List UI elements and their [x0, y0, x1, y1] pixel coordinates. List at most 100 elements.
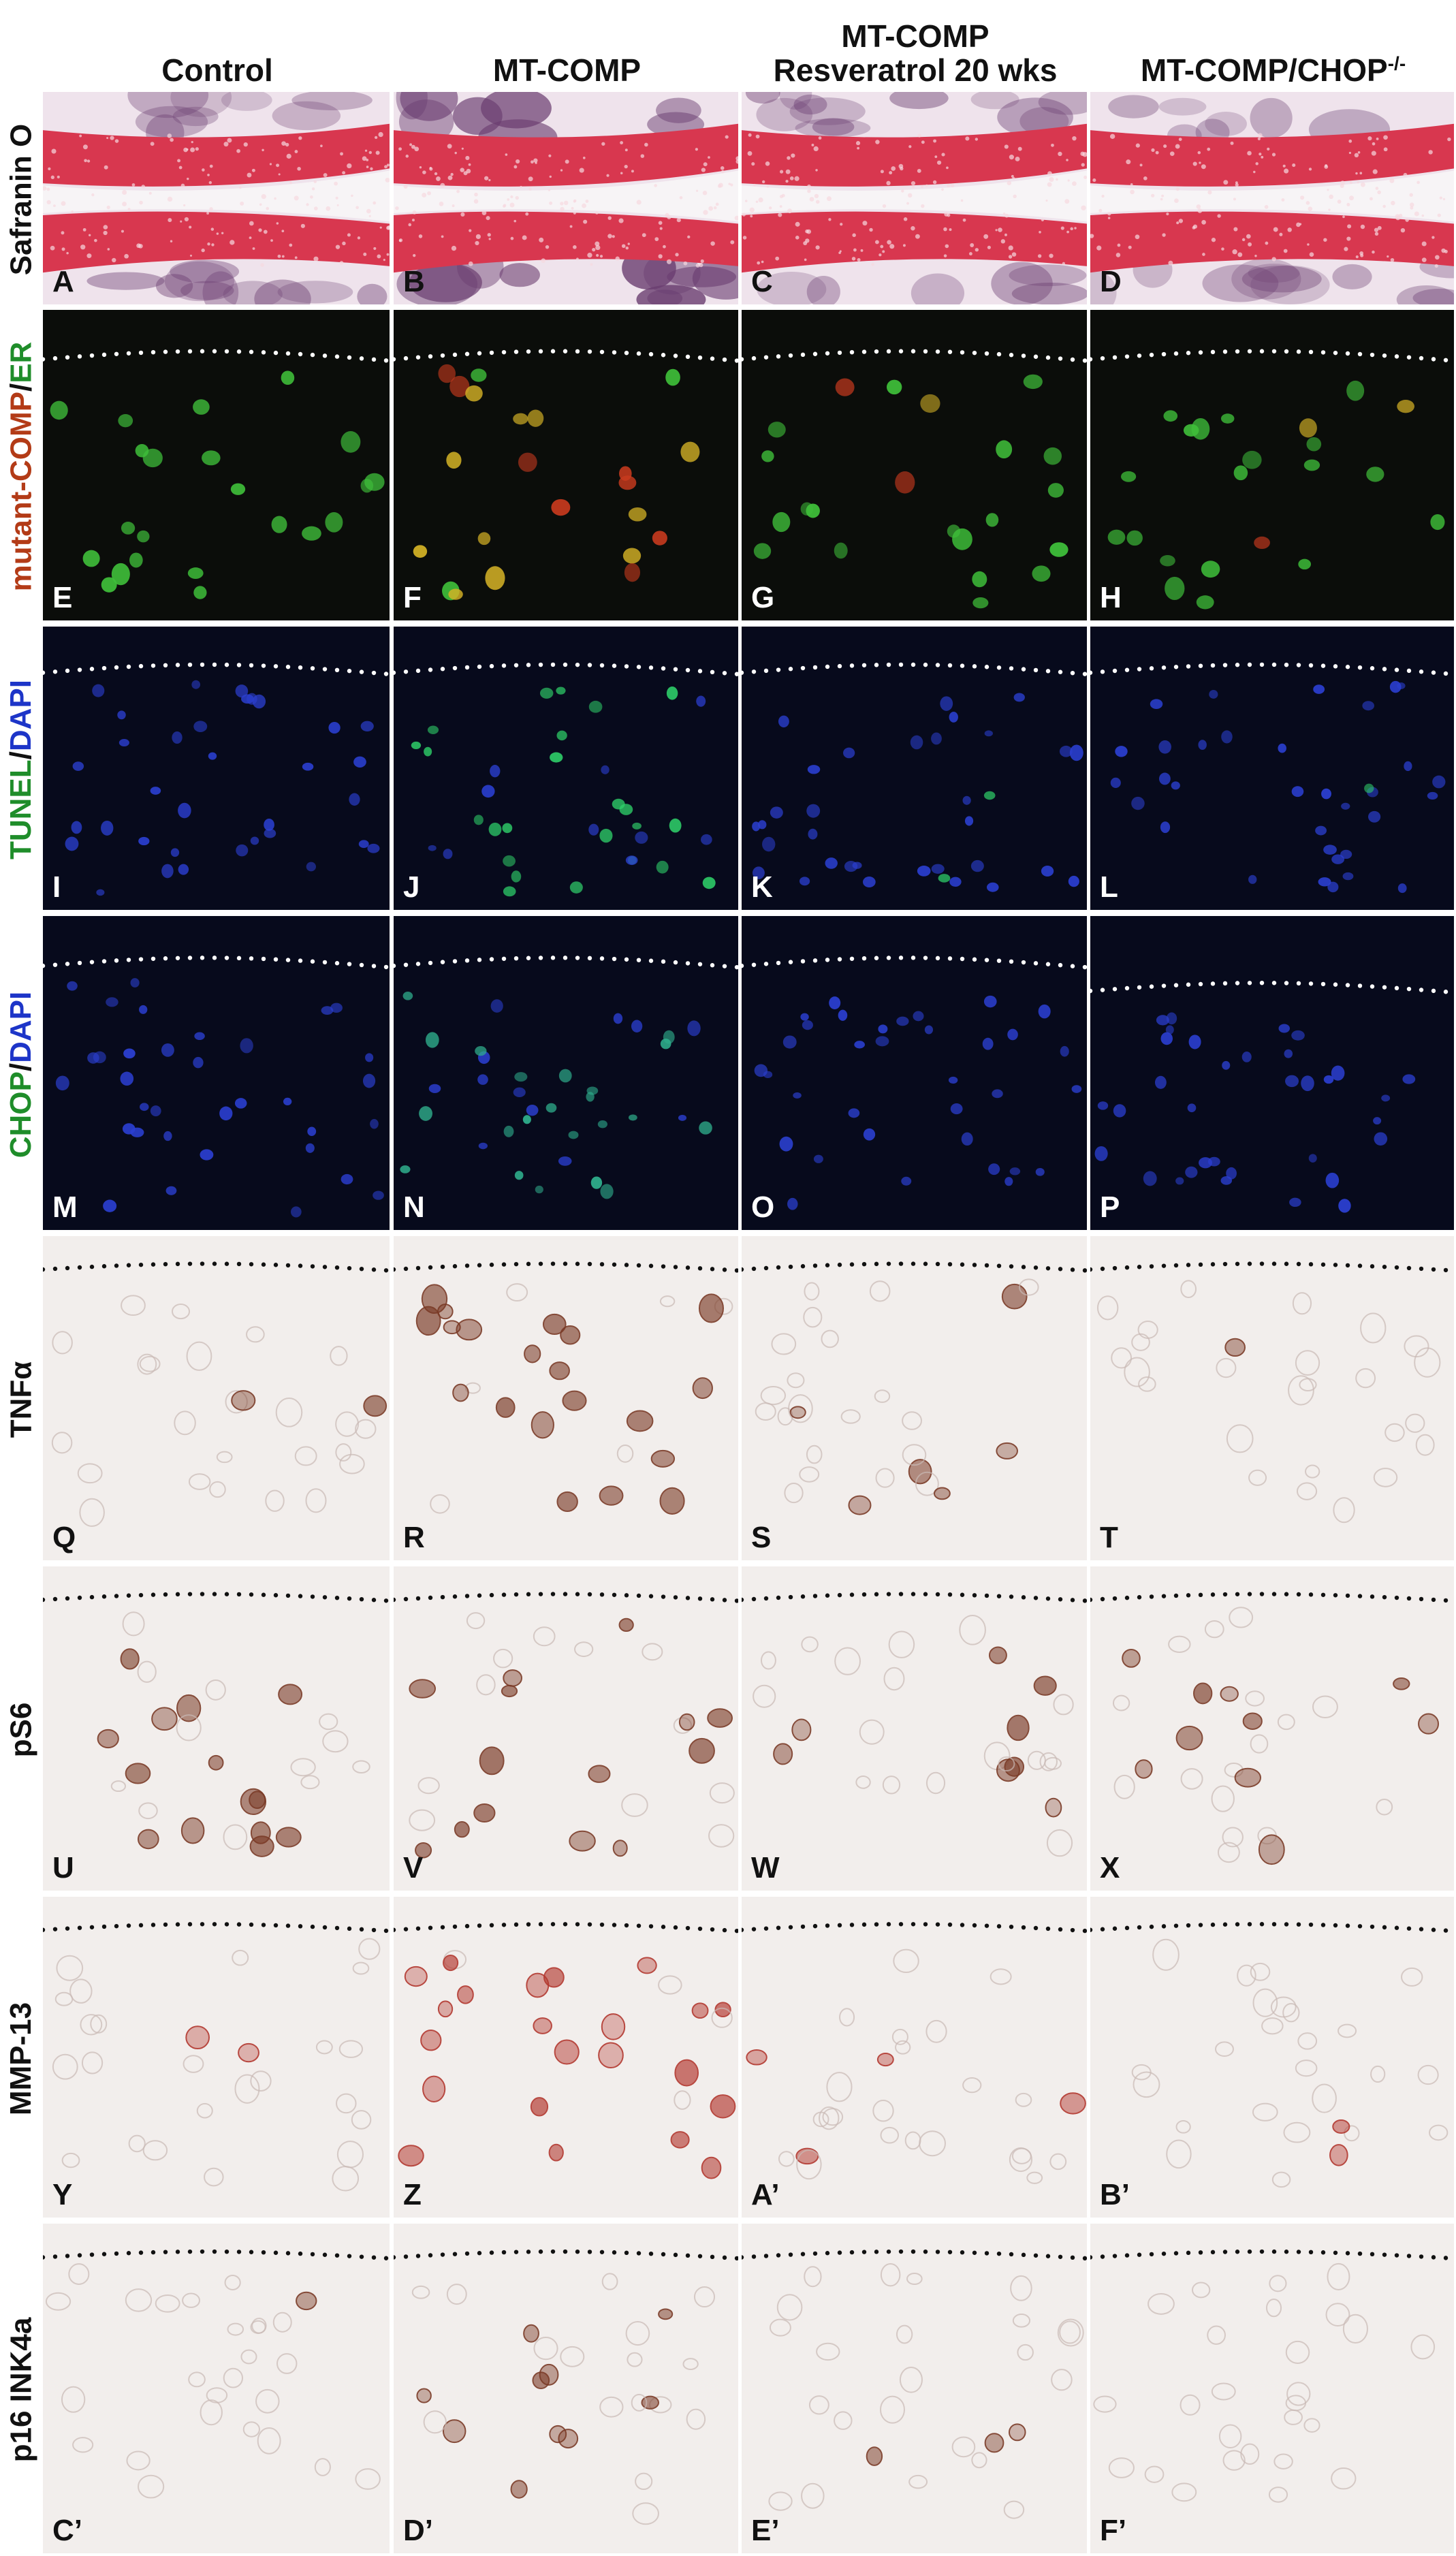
figure-panel: Z	[394, 1897, 738, 2218]
row-label-part: CHOP	[4, 1071, 38, 1158]
panel-letter: X	[1100, 1851, 1120, 1884]
row-label-part: DAPI	[4, 991, 38, 1063]
panel-letter: F	[403, 581, 422, 614]
column-header: MT-COMP/CHOP-/-	[1090, 0, 1456, 92]
figure-panel: K	[742, 627, 1087, 910]
panel-letter: H	[1100, 581, 1122, 614]
figure-panel: R	[394, 1236, 738, 1560]
micrograph-image	[394, 627, 738, 910]
micrograph-image	[742, 916, 1087, 1230]
micrograph-image	[394, 1236, 738, 1560]
micrograph-image	[742, 2224, 1087, 2553]
figure-panel: F	[394, 310, 738, 620]
figure-panel: D’	[394, 2224, 738, 2553]
row-label-part: TNFα	[4, 1361, 38, 1438]
micrograph-image	[394, 1897, 738, 2218]
micrograph-image	[43, 1897, 390, 2218]
column-header-line2: MT-COMP	[492, 52, 642, 89]
micrograph-image	[742, 1897, 1087, 2218]
figure-panel: V	[394, 1566, 738, 1891]
panel-letter: P	[1100, 1190, 1120, 1224]
row-label: CHOP/DAPI	[0, 916, 42, 1233]
figure-panel: U	[43, 1566, 390, 1891]
figure-panel: Y	[43, 1897, 390, 2218]
micrograph-image	[1090, 92, 1454, 304]
micrograph-image	[43, 310, 390, 620]
row-label-part: /	[4, 1062, 38, 1071]
panel-letter: B	[403, 265, 425, 298]
micrograph-image	[1090, 916, 1454, 1230]
row-label: p16 INK4a	[0, 2224, 42, 2556]
panel-letter: F’	[1100, 2514, 1127, 2547]
panel-letter: T	[1100, 1521, 1118, 1554]
panel-letter: E’	[751, 2514, 780, 2547]
panel-letter: C’	[52, 2514, 82, 2547]
row-label: TNFα	[0, 1236, 42, 1563]
micrograph-image	[394, 916, 738, 1230]
panel-letter: V	[403, 1851, 424, 1884]
column-header-line2: Resveratrol 20 wks	[773, 52, 1058, 89]
column-header: MT-COMP Resveratrol 20 wks	[742, 0, 1089, 92]
micrograph-image	[394, 2224, 738, 2553]
micrograph-image	[742, 1236, 1087, 1560]
micrograph-image	[43, 2224, 390, 2553]
row-label-part: TUNEL	[4, 759, 38, 860]
panel-letter: O	[751, 1190, 775, 1224]
figure-panel: J	[394, 627, 738, 910]
panel-letter: C	[751, 265, 773, 298]
micrograph-image	[43, 1236, 390, 1560]
panel-letter: I	[52, 870, 61, 904]
panel-letter: K	[751, 870, 773, 904]
micrograph-image	[394, 92, 738, 304]
figure-panel: C’	[43, 2224, 390, 2553]
row-label-part: DAPI	[4, 679, 38, 752]
panel-letter: Z	[403, 2178, 422, 2211]
figure-panel: L	[1090, 627, 1454, 910]
panel-letter: D’	[403, 2514, 433, 2547]
figure-panel: A’	[742, 1897, 1087, 2218]
figure-panel: A	[43, 92, 390, 304]
micrograph-image	[394, 310, 738, 620]
column-header-superscript: -/-	[1387, 53, 1406, 75]
micrograph-image	[742, 310, 1087, 620]
micrograph-image	[1090, 627, 1454, 910]
panel-letter: U	[52, 1851, 74, 1884]
figure-panel: N	[394, 916, 738, 1230]
micrograph-image	[742, 627, 1087, 910]
figure-panel: C	[742, 92, 1087, 304]
figure-panel: D	[1090, 92, 1454, 304]
micrograph-image	[1090, 1897, 1454, 2218]
micrograph-image	[742, 1566, 1087, 1891]
row-label: Safranin O	[0, 92, 42, 307]
column-header-line2: MT-COMP/CHOP-/-	[1140, 52, 1406, 89]
micrograph-image	[1090, 2224, 1454, 2553]
row-label-part: p16 INK4a	[4, 2317, 38, 2463]
panel-letter: A’	[751, 2178, 780, 2211]
figure-panel: O	[742, 916, 1087, 1230]
panel-letter: B’	[1100, 2178, 1130, 2211]
column-header: Control	[43, 0, 392, 92]
row-label-part: pS6	[4, 1702, 38, 1758]
panel-letter: M	[52, 1190, 78, 1224]
row-label-part: /	[4, 751, 38, 760]
micrograph-image	[43, 916, 390, 1230]
panel-letter: L	[1100, 870, 1118, 904]
figure-panel: T	[1090, 1236, 1454, 1560]
figure-panel: X	[1090, 1566, 1454, 1891]
figure-panel: F’	[1090, 2224, 1454, 2553]
figure-panel: E’	[742, 2224, 1087, 2553]
figure-panel: E	[43, 310, 390, 620]
micrograph-image	[43, 92, 390, 304]
figure-panel: B’	[1090, 1897, 1454, 2218]
figure-panel: Q	[43, 1236, 390, 1560]
row-label-part: mutant-COMP	[4, 392, 38, 592]
panel-letter: Q	[52, 1521, 76, 1554]
panel-letter: W	[751, 1851, 780, 1884]
column-header: MT-COMP	[394, 0, 740, 92]
micrograph-image	[1090, 1566, 1454, 1891]
row-label: mutant-COMP/ER	[0, 310, 42, 623]
figure-panel: I	[43, 627, 390, 910]
micrograph-image	[1090, 310, 1454, 620]
figure-panel: M	[43, 916, 390, 1230]
row-label-part: MMP-13	[4, 2002, 37, 2115]
